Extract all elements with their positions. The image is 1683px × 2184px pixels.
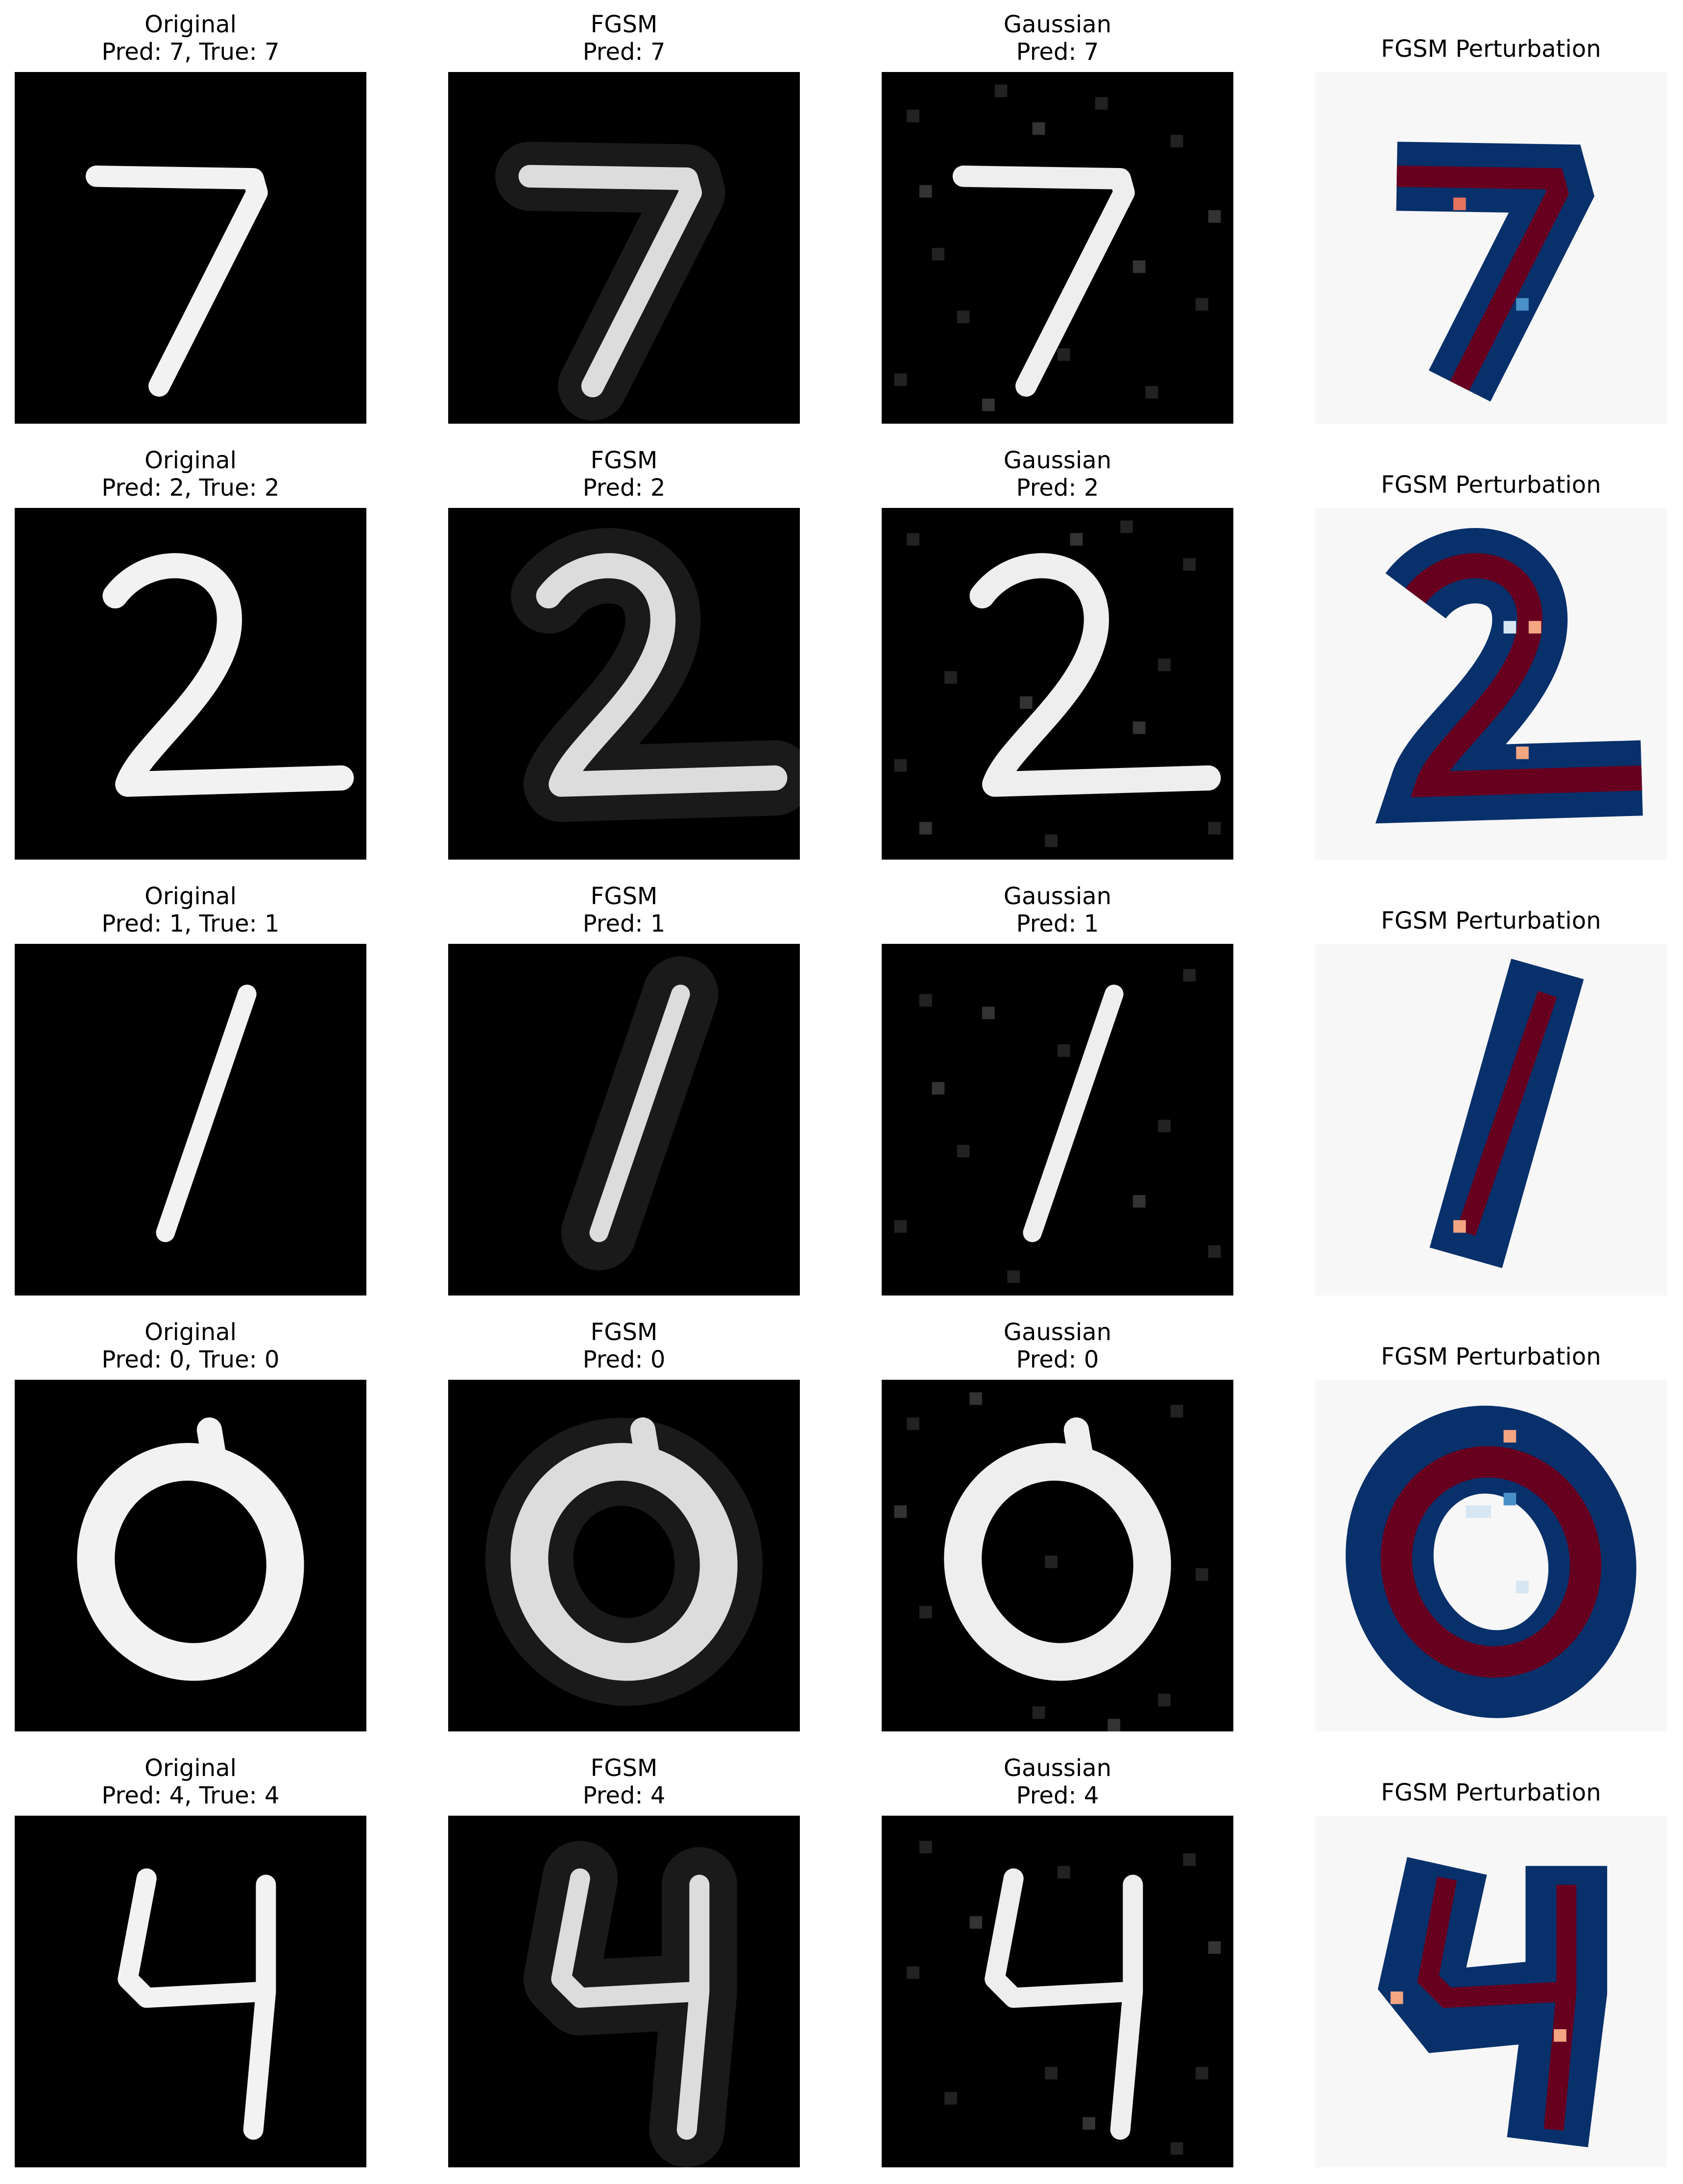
- row5-original-title: Original Pred: 4, True: 4: [15, 1754, 366, 1809]
- row1-fgsm-image: [448, 72, 800, 424]
- title-line2: Pred: 1: [1016, 910, 1099, 937]
- title-line1: Original: [144, 447, 237, 474]
- title-line2: Pred: 0, True: 0: [101, 1346, 280, 1373]
- title-line1: FGSM: [590, 1754, 658, 1782]
- row4-fgsm-title: FGSM Pred: 0: [448, 1319, 800, 1373]
- row2-fgsm-image: [448, 508, 800, 860]
- title-line1: Original: [144, 11, 237, 38]
- row4-perturbation-title: FGSM Perturbation: [1315, 1343, 1667, 1370]
- row2-original-image: [15, 508, 366, 860]
- row4-gaussian-image: [882, 1380, 1233, 1731]
- row3-original-title: Original Pred: 1, True: 1: [15, 883, 366, 937]
- row5-fgsm-title: FGSM Pred: 4: [448, 1754, 800, 1809]
- title-line2: Pred: 1: [582, 910, 666, 937]
- row1-original-image: [15, 72, 366, 424]
- title-line2: Pred: 4, True: 4: [101, 1782, 280, 1809]
- row5-original-image: [15, 1816, 366, 2167]
- title-line2: Pred: 1, True: 1: [101, 910, 280, 937]
- title-line2: Pred: 7, True: 7: [101, 38, 280, 66]
- row2-original-title: Original Pred: 2, True: 2: [15, 447, 366, 502]
- row5-gaussian-image: [882, 1816, 1233, 2167]
- title-line2: Pred: 4: [1016, 1782, 1099, 1809]
- row2-fgsm-title: FGSM Pred: 2: [448, 447, 800, 502]
- title-line1: Original: [144, 1319, 237, 1346]
- title-line1: Original: [144, 883, 237, 910]
- title-line1: FGSM Perturbation: [1381, 35, 1601, 63]
- title-line1: FGSM Perturbation: [1381, 1779, 1601, 1806]
- title-line2: Pred: 0: [582, 1346, 666, 1373]
- title-line1: Gaussian: [1003, 1319, 1112, 1346]
- row1-original-title: Original Pred: 7, True: 7: [15, 11, 366, 66]
- row1-perturbation-image: [1315, 72, 1667, 424]
- row4-perturbation-image: [1315, 1380, 1667, 1731]
- title-line1: Original: [144, 1754, 237, 1782]
- title-line2: Pred: 7: [582, 38, 666, 66]
- title-line1: FGSM Perturbation: [1381, 1343, 1601, 1370]
- row3-gaussian-title: Gaussian Pred: 1: [882, 883, 1233, 937]
- title-line2: Pred: 0: [1016, 1346, 1099, 1373]
- title-line1: FGSM Perturbation: [1381, 471, 1601, 499]
- row3-fgsm-image: [448, 944, 800, 1296]
- title-line1: FGSM: [590, 883, 658, 910]
- row5-gaussian-title: Gaussian Pred: 4: [882, 1754, 1233, 1809]
- row3-original-image: [15, 944, 366, 1296]
- title-line1: Gaussian: [1003, 447, 1112, 474]
- row3-perturbation-title: FGSM Perturbation: [1315, 907, 1667, 935]
- row2-perturbation-image: [1315, 508, 1667, 860]
- row4-gaussian-title: Gaussian Pred: 0: [882, 1319, 1233, 1373]
- row5-fgsm-image: [448, 1816, 800, 2167]
- title-line1: Gaussian: [1003, 883, 1112, 910]
- row3-gaussian-image: [882, 944, 1233, 1296]
- row3-fgsm-title: FGSM Pred: 1: [448, 883, 800, 937]
- title-line2: Pred: 2, True: 2: [101, 474, 280, 502]
- row1-gaussian-title: Gaussian Pred: 7: [882, 11, 1233, 66]
- row2-gaussian-image: [882, 508, 1233, 860]
- row1-fgsm-title: FGSM Pred: 7: [448, 11, 800, 66]
- row4-original-image: [15, 1380, 366, 1731]
- title-line1: Gaussian: [1003, 1754, 1112, 1782]
- title-line1: FGSM: [590, 11, 658, 38]
- row2-perturbation-title: FGSM Perturbation: [1315, 471, 1667, 499]
- row4-fgsm-image: [448, 1380, 800, 1731]
- title-line2: Pred: 7: [1016, 38, 1099, 66]
- row3-perturbation-image: [1315, 944, 1667, 1296]
- title-line2: Pred: 2: [1016, 474, 1099, 502]
- row1-perturbation-title: FGSM Perturbation: [1315, 35, 1667, 63]
- row2-gaussian-title: Gaussian Pred: 2: [882, 447, 1233, 502]
- title-line1: FGSM Perturbation: [1381, 907, 1601, 935]
- row1-gaussian-image: [882, 72, 1233, 424]
- title-line1: Gaussian: [1003, 11, 1112, 38]
- row4-original-title: Original Pred: 0, True: 0: [15, 1319, 366, 1373]
- row5-perturbation-image: [1315, 1816, 1667, 2167]
- title-line2: Pred: 2: [582, 474, 666, 502]
- row5-perturbation-title: FGSM Perturbation: [1315, 1779, 1667, 1806]
- title-line1: FGSM: [590, 447, 658, 474]
- title-line1: FGSM: [590, 1319, 658, 1346]
- title-line2: Pred: 4: [582, 1782, 666, 1809]
